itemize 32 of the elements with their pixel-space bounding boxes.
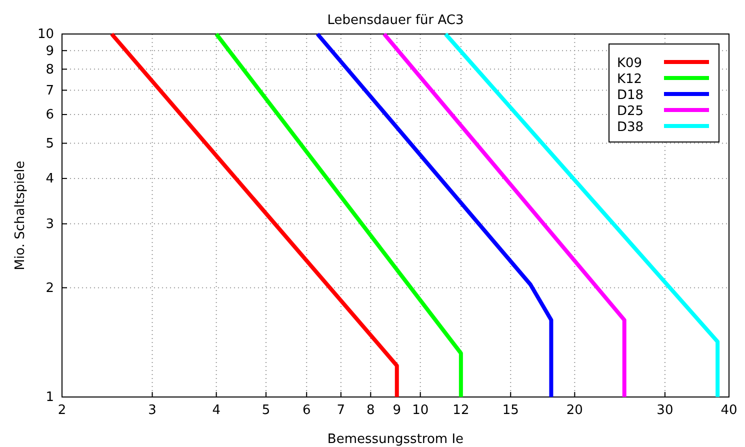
- legend-label: K12: [617, 72, 642, 87]
- y-tick-label: 3: [46, 216, 54, 232]
- legend-label: D38: [617, 120, 644, 135]
- x-tick-label: 9: [392, 403, 402, 418]
- y-tick-label: 4: [46, 172, 54, 187]
- y-tick-label: 2: [46, 280, 54, 296]
- x-tick-label: 7: [336, 403, 346, 418]
- y-tick-label: 1: [46, 390, 54, 406]
- x-tick-label: 5: [262, 403, 270, 418]
- x-tick-label: 15: [502, 403, 519, 418]
- x-tick-label: 2: [58, 403, 66, 418]
- legend-label: D25: [617, 104, 644, 119]
- x-tick-label: 40: [720, 403, 738, 418]
- x-tick-label: 4: [212, 403, 220, 418]
- y-tick-label: 7: [46, 83, 54, 98]
- x-tick-label: 20: [566, 403, 583, 418]
- chart-title: Lebensdauer für AC3: [327, 13, 464, 28]
- y-tick-label: 10: [37, 27, 54, 42]
- y-tick-label: 8: [46, 62, 54, 78]
- x-tick-label: 6: [302, 403, 311, 418]
- legend-label: K09: [617, 56, 642, 71]
- x-tick-label: 3: [148, 403, 156, 418]
- x-tick-label: 10: [412, 403, 429, 418]
- x-tick-label: 30: [656, 403, 674, 418]
- legend-label: D18: [617, 88, 644, 103]
- y-tick-label: 9: [46, 44, 54, 59]
- x-tick-label: 8: [366, 403, 375, 418]
- x-axis-title: Bemessungsstrom Ie: [327, 432, 464, 447]
- x-tick-label: 12: [452, 403, 470, 418]
- y-axis-title: Mio. Schaltspiele: [13, 160, 28, 270]
- y-tick-label: 6: [46, 108, 54, 123]
- y-tick-label: 5: [46, 136, 54, 152]
